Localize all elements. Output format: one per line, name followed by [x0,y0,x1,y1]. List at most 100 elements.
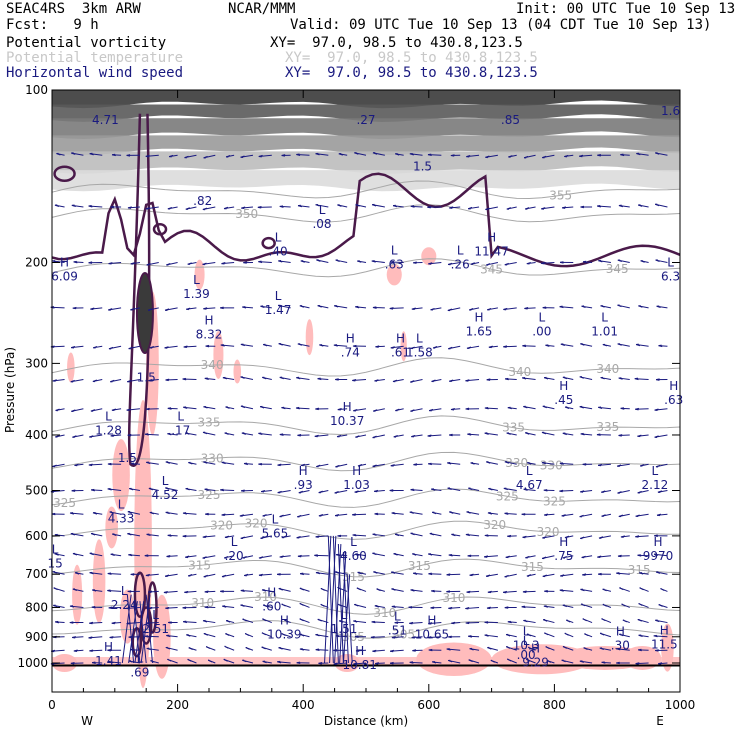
theta-label-315-4: 315 [628,563,651,577]
wind-head-87 [127,433,132,437]
wind-head-495 [504,606,509,609]
wind-head-435 [448,606,453,610]
theta-contour-305 [51,620,681,639]
wind-head-549 [559,489,564,493]
wind-head-246 [281,406,286,410]
wind-head-86 [126,408,131,412]
wind-head-461 [485,207,490,211]
extremum-value-54: 1.5 [137,371,156,385]
wind-head-334 [356,587,361,591]
theta-label-340-2: 340 [596,362,619,376]
extremum-type-34: H [267,585,276,599]
wind-head-612 [617,554,622,558]
wind-head-197 [225,633,230,636]
wind-head-597 [599,632,605,636]
pv-small-contour-6 [53,165,76,182]
extremum-type-29: L [231,535,238,549]
wind-head-517 [526,633,532,637]
wind-head-353 [373,571,378,574]
wind-head-440 [466,154,471,158]
wind-head-406 [428,408,434,412]
extremum-type-43: H [660,623,669,637]
wind-head-476 [484,621,489,624]
wind-head-309 [334,491,339,494]
wind-head-93 [130,573,135,576]
wind-head-228 [258,462,263,466]
wind-head-308 [335,464,340,468]
wind-head-416 [428,622,433,625]
wind-head-212 [242,556,247,559]
wind-head-207 [241,432,247,435]
wind-head-647 [654,435,659,438]
wind-head-627 [637,434,642,438]
wind-head-289 [318,490,323,494]
y-tick-label-600: 600 [25,529,48,543]
wind-head-13 [52,571,57,574]
theta-label-325-0: 325 [53,496,76,510]
wind-head-389 [410,488,415,492]
wind-head-303 [334,304,339,308]
wind-head-290 [318,514,324,517]
extremum-value-32: 9970 [643,549,674,563]
wind-head-195 [222,605,227,608]
wind-head-261 [297,204,303,208]
extremum-value-49: .27 [356,113,375,127]
wind-head-487 [506,432,511,435]
wind-head-108 [146,461,151,465]
wind-head-616 [622,619,627,623]
wind-head-295 [320,603,325,607]
wind-head-89 [129,487,134,491]
wind-head-260 [296,153,301,156]
wind-head-253 [276,573,281,576]
wind-head-124 [164,346,169,349]
wind-head-179 [207,659,213,663]
theta-label-310-0: 310 [191,596,214,610]
wind-head-441 [467,206,473,210]
wind-head-5 [52,379,57,382]
wind-head-445 [465,379,470,382]
wind-head-122 [166,262,171,266]
wind-head-538 [545,646,550,650]
extremum-type-22: H [352,464,361,478]
extremum-type-31: H [559,535,568,549]
wind-head-74 [107,589,112,592]
wind-head-43 [90,307,95,310]
wind-head-23 [72,306,77,310]
wind-head-475 [486,606,491,610]
wind-head-563 [581,305,586,308]
wind-head-591 [598,536,604,539]
wind-head-568 [582,463,587,466]
plume-streak-b-1 [329,535,337,664]
wind-head-380 [409,152,414,156]
wind-head-311 [337,534,342,538]
wind-head-592 [597,555,602,559]
wind-head-540 [564,154,569,158]
wind-head-460 [485,155,490,159]
pv-tropopause-contour [51,172,681,268]
extremum-type-2: L [275,231,282,245]
wind-head-486 [507,406,512,410]
wind-head-390 [409,511,414,514]
wind-head-371 [394,533,400,537]
wind-head-497 [505,633,511,637]
wind-head-78 [107,649,112,652]
pv-fill-blob-11 [305,319,314,356]
wind-head-147 [185,432,190,435]
wind-head-489 [503,487,508,491]
wind-head-152 [185,555,190,559]
wind-head-494 [503,590,508,594]
pv-fill-blob-12 [386,263,402,286]
wind-head-631 [635,535,640,538]
wind-head-258 [278,646,283,650]
wind-head-126 [167,407,172,410]
wind-head-339 [353,662,358,665]
extremum-value-27: 5.65 [262,527,289,541]
wind-head-385 [410,380,415,383]
wind-head-178 [205,646,211,650]
wind-head-469 [488,487,493,491]
wind-head-555 [562,604,567,608]
wind-head-367 [393,435,398,438]
pv-core-high [135,271,154,354]
wind-head-161 [202,207,208,211]
wind-head-175 [204,605,209,609]
